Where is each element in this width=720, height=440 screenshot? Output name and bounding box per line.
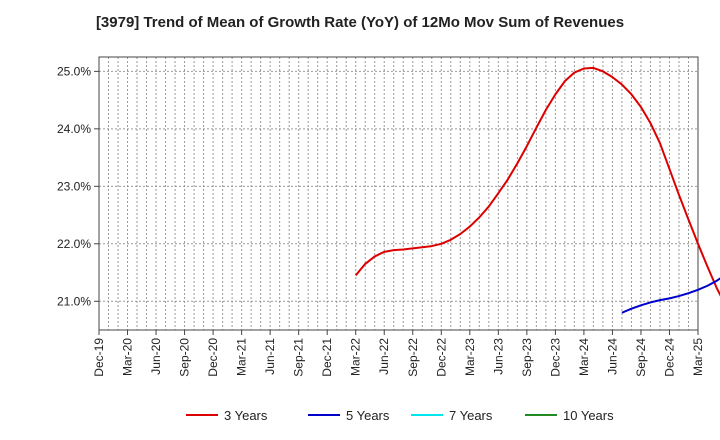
x-tick-label: Jun-23 [491,338,505,375]
legend: 3 Years 5 Years 7 Years 10 Years [186,408,614,423]
x-axis-ticks: Dec-19 Mar-20 Jun-20 Sep-20 Dec-20 Mar-21 Jun-… [92,330,705,377]
series-line-5-years [621,277,720,314]
legend-label-3-years: 3 Years [224,408,268,423]
plot-area [99,57,698,330]
x-tick-label: Mar-24 [577,338,591,376]
legend-label-10-years: 10 Years [563,408,614,423]
x-tick-label: Mar-21 [235,338,249,376]
x-tick-label: Dec-24 [662,338,676,377]
legend-label-5-years: 5 Years [346,408,390,423]
y-tick-label: 21.0% [57,294,91,308]
x-tick-label: Sep-22 [406,338,420,377]
x-tick-label: Dec-23 [548,338,562,377]
x-tick-label: Jun-21 [263,338,277,375]
x-tick-label: Jun-22 [377,338,391,375]
x-tick-label: Mar-23 [463,338,477,376]
x-tick-label: Mar-25 [691,338,705,376]
x-tick-label: Sep-23 [520,338,534,377]
y-tick-label: 23.0% [57,179,91,193]
y-tick-label: 25.0% [57,64,91,78]
y-tick-label: 24.0% [57,122,91,136]
x-tick-label: Dec-20 [206,338,220,377]
chart-title: [3979] Trend of Mean of Growth Rate (YoY… [95,14,625,31]
x-tick-label: Jun-24 [605,338,619,375]
grid-layer [99,57,698,330]
y-axis-ticks: 21.0% 22.0% 23.0% 24.0% 25.0% [57,64,99,308]
legend-label-7-years: 7 Years [449,408,493,423]
x-tick-label: Dec-22 [434,338,448,377]
x-tick-label: Sep-21 [292,338,306,377]
x-tick-label: Sep-24 [634,338,648,377]
x-tick-label: Mar-20 [121,338,135,376]
x-tick-label: Sep-20 [178,338,192,377]
x-tick-label: Mar-22 [349,338,363,376]
x-tick-label: Dec-21 [320,338,334,377]
plot-border [98,56,699,331]
series-layer [354,66,720,314]
x-tick-label: Jun-20 [149,338,163,375]
x-tick-label: Dec-19 [92,338,106,377]
series-line-3-years [354,66,720,297]
y-tick-label: 22.0% [57,237,91,251]
